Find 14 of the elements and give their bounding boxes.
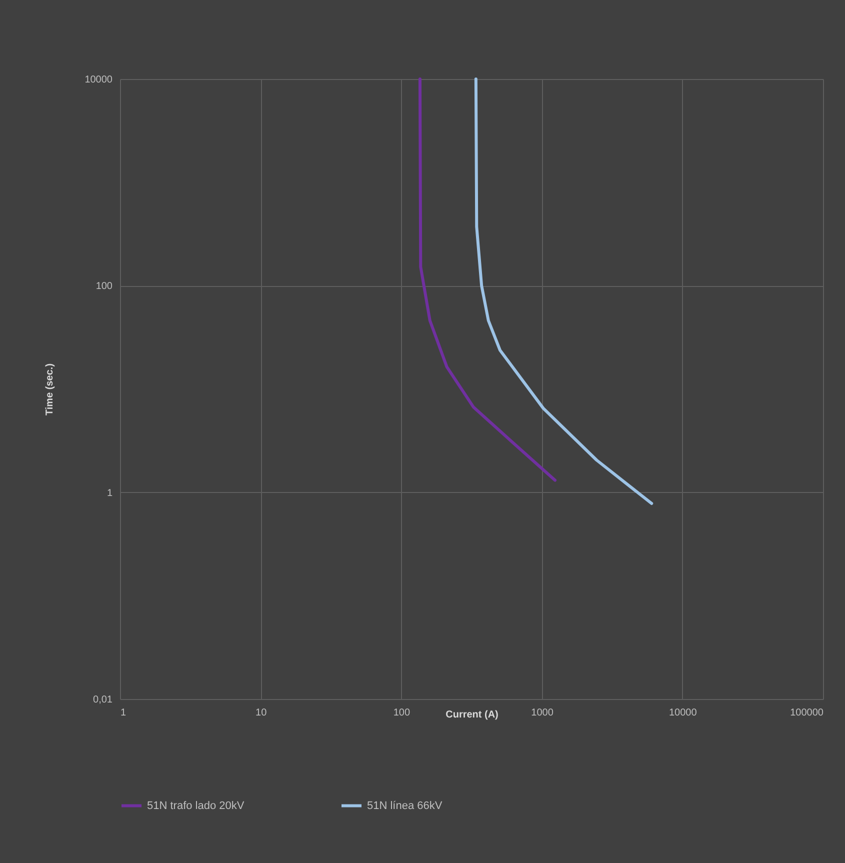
y-axis-title: Time (sec.) <box>44 363 56 416</box>
x-tick-label: 10 <box>256 708 268 718</box>
y-tick-label: 10000 <box>84 74 113 86</box>
y-tick-label: 0,01 <box>93 694 113 706</box>
y-tick-label: 1 <box>106 488 113 499</box>
x-tick-label: 100000 <box>790 708 824 718</box>
x-tick-label: 1 <box>120 708 126 718</box>
x-tick-label: 100 <box>393 708 410 718</box>
x-tick-label: 1000 <box>531 708 554 718</box>
y-tick-label: 100 <box>96 281 113 292</box>
legend-label: 51N línea 66kV <box>367 800 443 812</box>
x-axis-title: Current (A) <box>446 710 498 720</box>
legend-label: 51N trafo lado 20kV <box>147 800 245 812</box>
x-tick-label: 10000 <box>668 708 698 718</box>
